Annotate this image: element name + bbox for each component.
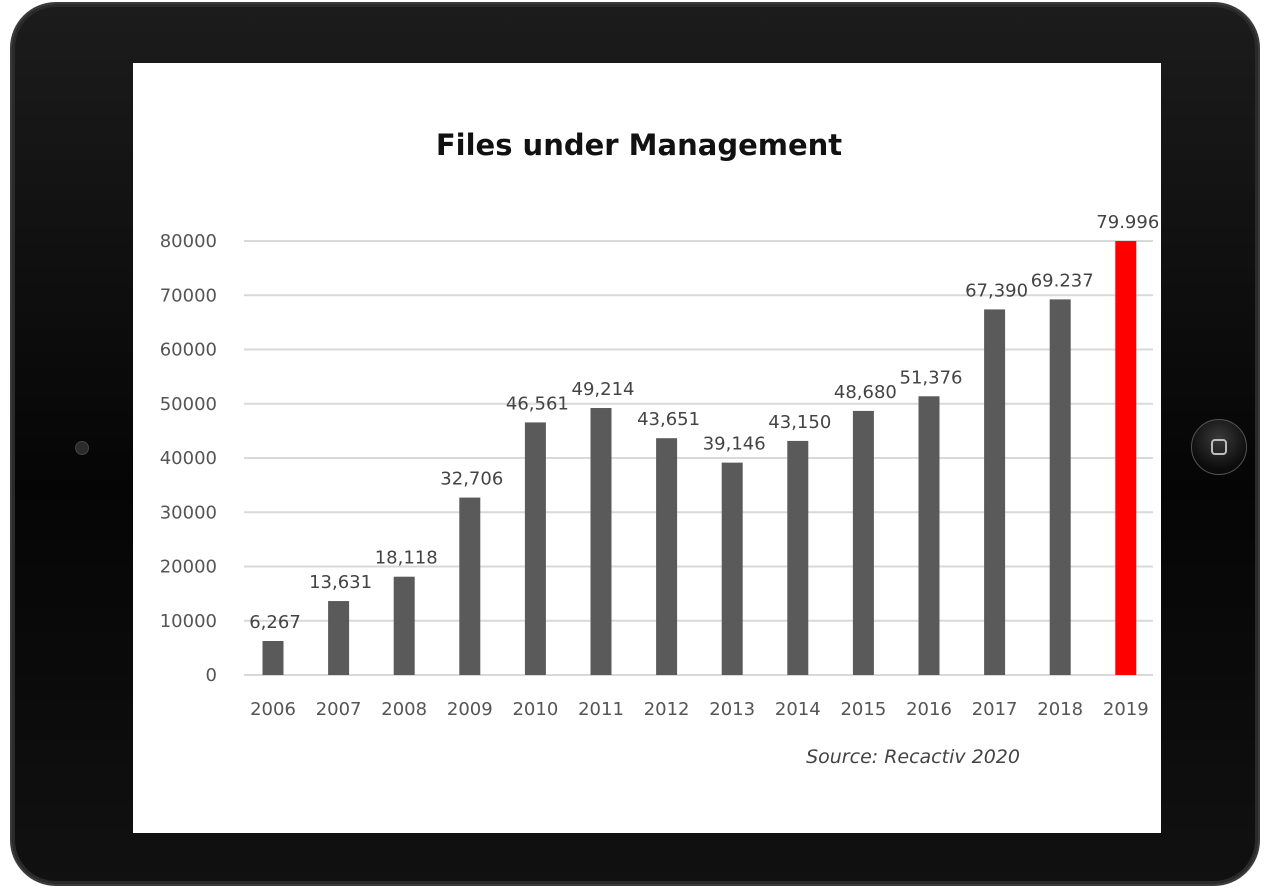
camera-icon bbox=[75, 441, 89, 455]
source-note: Source: Recactiv 2020 bbox=[806, 746, 1020, 768]
data-label-2016: 51,376 bbox=[900, 367, 963, 388]
data-label-2010: 46,561 bbox=[506, 393, 569, 414]
y-tick-label: 30000 bbox=[160, 502, 217, 523]
bar-2016 bbox=[918, 396, 940, 675]
y-axis-ticks: 0 10000 20000 30000 40000 50000 60000 70000 8000… bbox=[160, 231, 217, 686]
tablet-frame: Files under Management 0 10000 20000 30000 4… bbox=[12, 4, 1258, 884]
data-label-2019: 79.996 bbox=[1096, 212, 1159, 233]
y-tick-label: 10000 bbox=[160, 611, 217, 632]
bar-2010 bbox=[524, 422, 546, 675]
data-label-2007: 13,631 bbox=[309, 572, 372, 593]
x-tick-label: 2010 bbox=[512, 699, 558, 720]
x-tick-label: 2018 bbox=[1037, 699, 1083, 720]
home-button[interactable] bbox=[1191, 419, 1247, 475]
x-tick-label: 2013 bbox=[709, 699, 755, 720]
y-tick-label: 40000 bbox=[160, 448, 217, 469]
bar-2013 bbox=[721, 462, 743, 675]
data-label-2015: 48,680 bbox=[834, 382, 897, 403]
data-label-2008: 18,118 bbox=[375, 548, 438, 569]
data-label-2012: 43,651 bbox=[637, 409, 700, 430]
bar-2011 bbox=[590, 408, 612, 675]
screen: Files under Management 0 10000 20000 30000 4… bbox=[133, 63, 1161, 833]
data-label-2013: 39,146 bbox=[703, 434, 766, 455]
data-label-2018: 69.237 bbox=[1031, 270, 1094, 291]
x-tick-label: 2007 bbox=[316, 699, 362, 720]
data-label-2011: 49,214 bbox=[572, 379, 635, 400]
x-tick-label: 2019 bbox=[1103, 699, 1149, 720]
data-label-2017: 67,390 bbox=[965, 280, 1028, 301]
y-tick-label: 60000 bbox=[160, 340, 217, 361]
x-tick-label: 2014 bbox=[775, 699, 821, 720]
x-tick-label: 2011 bbox=[578, 699, 624, 720]
bar-2008 bbox=[393, 576, 415, 675]
y-tick-label: 0 bbox=[206, 665, 217, 686]
x-axis-ticks: 2006 2007 2008 2009 2010 2011 2012 2013 2014 2015… bbox=[250, 699, 1149, 720]
data-label-2009: 32,706 bbox=[440, 469, 503, 490]
bar-chart: Files under Management 0 10000 20000 30000 4… bbox=[160, 128, 1160, 768]
x-tick-label: 2012 bbox=[644, 699, 690, 720]
bars bbox=[262, 241, 1137, 675]
y-tick-label: 80000 bbox=[160, 231, 217, 252]
bar-2017 bbox=[984, 309, 1006, 675]
bar-2015 bbox=[852, 410, 874, 675]
y-tick-label: 20000 bbox=[160, 557, 217, 578]
y-tick-label: 70000 bbox=[160, 285, 217, 306]
data-label-2006: 6,267 bbox=[249, 612, 301, 633]
data-label-2014: 43,150 bbox=[768, 412, 831, 433]
x-tick-label: 2008 bbox=[381, 699, 427, 720]
bar-2019 bbox=[1115, 241, 1137, 675]
grid-lines bbox=[244, 240, 1153, 676]
bar-2014 bbox=[787, 440, 809, 675]
x-tick-label: 2009 bbox=[447, 699, 493, 720]
bar-2018 bbox=[1049, 299, 1071, 675]
x-tick-label: 2016 bbox=[906, 699, 952, 720]
bar-2006 bbox=[262, 641, 284, 675]
y-tick-label: 50000 bbox=[160, 394, 217, 415]
bar-2012 bbox=[656, 438, 678, 675]
bar-2007 bbox=[328, 601, 350, 675]
home-button-icon bbox=[1211, 439, 1227, 455]
x-tick-label: 2006 bbox=[250, 699, 296, 720]
chart-title: Files under Management bbox=[436, 128, 842, 162]
bar-2009 bbox=[459, 497, 481, 675]
x-tick-label: 2017 bbox=[972, 699, 1018, 720]
x-tick-label: 2015 bbox=[840, 699, 886, 720]
